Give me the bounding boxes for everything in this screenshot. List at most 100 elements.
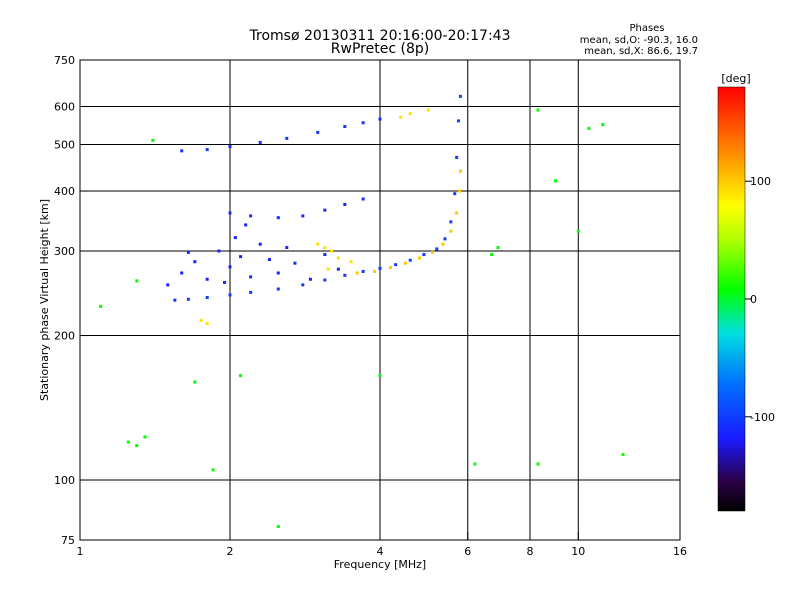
data-point — [135, 444, 139, 448]
legend-block: Phases mean, sd,O: -90.3, 16.0 mean, sd,… — [580, 23, 698, 57]
x-axis-label: Frequency [MHz] — [334, 558, 426, 571]
data-point — [343, 273, 347, 277]
x-tick-label: 8 — [527, 545, 534, 558]
data-point — [239, 255, 243, 259]
series-o-mode-f-layer-trace — [173, 94, 462, 302]
data-point — [244, 223, 248, 227]
series-o-mode-second-echo — [180, 117, 382, 153]
colorbar-ticks: 100 0 -100 — [745, 175, 775, 424]
data-point — [205, 296, 209, 300]
x-tick-label: 10 — [571, 545, 585, 558]
data-point — [166, 283, 170, 287]
series-o-mode-spread-cloud — [166, 223, 340, 287]
data-point — [186, 250, 190, 254]
data-point — [453, 192, 457, 196]
data-point — [186, 297, 190, 301]
data-point — [316, 242, 320, 246]
legend-title: Phases — [629, 23, 664, 34]
x-tick-label: 4 — [377, 545, 384, 558]
x-tick-label: 2 — [227, 545, 234, 558]
series-x-mode-patches — [199, 108, 430, 325]
data-point — [223, 280, 227, 284]
data-point — [426, 108, 430, 112]
data-point — [458, 169, 462, 173]
data-point — [449, 229, 453, 233]
x-tick-label: 6 — [464, 545, 471, 558]
data-point — [267, 258, 271, 262]
data-point — [276, 271, 280, 275]
data-point — [455, 155, 459, 159]
data-point — [276, 287, 280, 291]
data-point — [316, 130, 320, 134]
data-point — [233, 236, 237, 240]
data-point — [193, 260, 197, 264]
data-point — [408, 258, 412, 262]
data-point — [355, 271, 359, 275]
x-tick-label: 1 — [77, 545, 84, 558]
legend-line-o: mean, sd,O: -90.3, 16.0 — [580, 35, 698, 46]
y-tick-label: 750 — [54, 54, 75, 67]
data-point — [301, 283, 305, 287]
data-point — [399, 115, 403, 119]
y-axis: 75 100 200 300 400 500 600 750 — [54, 54, 88, 547]
data-point — [258, 242, 262, 246]
data-point — [276, 525, 280, 529]
data-point — [217, 249, 221, 253]
data-point — [621, 453, 625, 457]
data-point — [403, 261, 407, 265]
data-point — [323, 246, 327, 250]
data-point — [496, 246, 500, 250]
data-point — [228, 265, 232, 269]
series-o-mode-oblique-trace — [228, 197, 365, 220]
data-point — [239, 374, 243, 378]
legend-line-x: mean, sd,X: 86.6, 19.7 — [584, 46, 698, 57]
data-point — [336, 267, 340, 271]
data-point — [228, 145, 232, 149]
data-point — [326, 267, 330, 271]
data-point — [553, 179, 557, 183]
x-axis: 1 2 4 6 8 10 16 — [77, 532, 687, 558]
data-point — [285, 136, 289, 140]
y-tick-label: 400 — [54, 185, 75, 198]
series-scattered-echoes — [99, 108, 625, 529]
data-point — [417, 256, 421, 260]
data-point — [601, 123, 605, 127]
data-point — [431, 250, 435, 254]
data-point — [99, 304, 103, 308]
data-point — [536, 462, 540, 466]
data-point — [349, 260, 353, 264]
data-point — [587, 126, 591, 130]
data-point — [249, 290, 253, 294]
data-point — [211, 468, 215, 472]
data-point — [323, 208, 327, 212]
series-x-mode-f-layer-trace — [355, 169, 462, 275]
data-point — [473, 462, 477, 466]
data-point — [205, 148, 209, 152]
y-tick-label: 600 — [54, 101, 75, 114]
data-point — [441, 242, 445, 246]
y-tick-label: 100 — [54, 474, 75, 487]
data-point — [378, 374, 382, 378]
colorbar-tick-label: -100 — [750, 411, 775, 424]
y-tick-label: 500 — [54, 139, 75, 152]
y-tick-label: 75 — [61, 534, 75, 547]
data-point — [361, 197, 365, 201]
y-tick-label: 300 — [54, 245, 75, 258]
data-point — [343, 202, 347, 206]
data-point — [378, 117, 382, 121]
data-point — [361, 269, 365, 273]
data-point — [205, 277, 209, 281]
grid — [80, 60, 680, 540]
data-point — [449, 220, 453, 224]
data-point — [443, 237, 447, 241]
data-point — [336, 256, 340, 260]
data-point — [323, 253, 327, 257]
data-point — [455, 211, 459, 215]
y-axis-label: Stationary phase Virtual Height [km] — [38, 199, 51, 401]
colorbar-label: [deg] — [721, 72, 750, 85]
data-points — [99, 94, 625, 529]
data-point — [180, 271, 184, 275]
data-point — [199, 318, 203, 322]
y-tick-label: 200 — [54, 330, 75, 343]
